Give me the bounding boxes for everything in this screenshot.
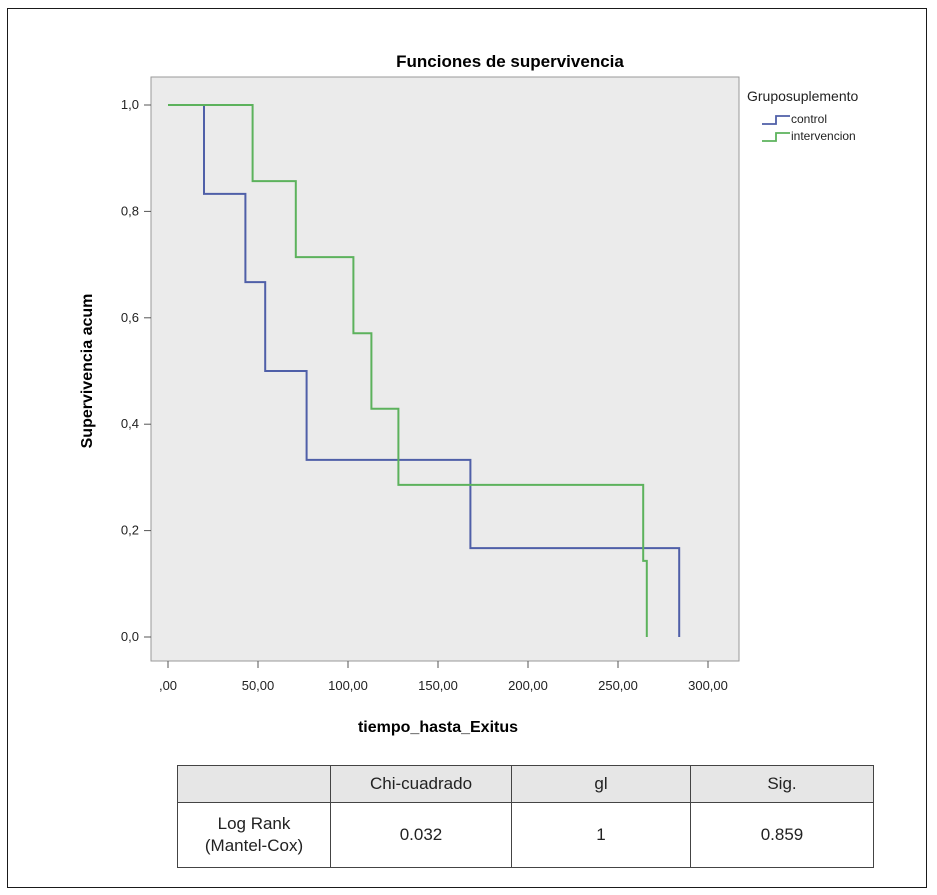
table-header-gl: gl [511,765,691,803]
table-cell-chi: 0.032 [330,802,512,868]
x-tick-label: 50,00 [242,678,275,693]
y-axis-title: Supervivencia acum [79,294,96,449]
y-tick-label: 0,2 [121,523,139,538]
y-tick-label: 1,0 [121,97,139,112]
x-tick-label: ,00 [159,678,177,693]
x-tick-label: 100,00 [328,678,368,693]
legend-swatch-control [762,115,790,125]
survival-chart: Funciones de supervivencia 0,00,20,40,60… [79,52,859,736]
legend-label-intervencion: intervencion [791,129,856,143]
table-row: Log Rank (Mantel-Cox) 0.032 1 0.859 [177,802,874,868]
log-rank-table: Chi-cuadrado gl Sig. Log Rank (Mantel-Co… [177,765,874,868]
x-tick-label: 200,00 [508,678,548,693]
y-tick-label: 0,0 [121,629,139,644]
test-name: Log Rank [217,814,291,833]
legend-title: Gruposuplemento [747,88,859,104]
legend-swatch-intervencion [762,132,790,142]
table-header-row: Chi-cuadrado gl Sig. [177,765,874,803]
x-tick-label: 300,00 [688,678,728,693]
series-line-intervencion [168,104,648,637]
legend-label-control: control [791,112,827,126]
y-tick-label: 0,8 [121,203,139,218]
table-header-empty [177,765,331,803]
series-group [167,104,681,638]
table-header-chi: Chi-cuadrado [330,765,512,803]
plot-area [150,76,740,662]
chart-title: Funciones de supervivencia [396,52,624,71]
x-axis-title: tiempo_hasta_Exitus [358,719,518,736]
y-axis: 0,0 0,2 0,4 0,6 0,8 1,0 [121,97,151,644]
table-cell-test: Log Rank (Mantel-Cox) [177,802,331,868]
y-tick-label: 0,6 [121,310,139,325]
x-axis: ,00 50,00 100,00 150,00 200,00 250,00 300,00 [159,661,728,693]
table-cell-sig: 0.859 [690,802,874,868]
table-cell-gl: 1 [511,802,691,868]
table-header-sig: Sig. [690,765,874,803]
x-tick-label: 150,00 [418,678,458,693]
test-variant: (Mantel-Cox) [204,836,304,855]
x-tick-label: 250,00 [598,678,638,693]
legend: Gruposuplemento control intervencion [747,88,859,143]
y-tick-label: 0,4 [121,416,139,431]
